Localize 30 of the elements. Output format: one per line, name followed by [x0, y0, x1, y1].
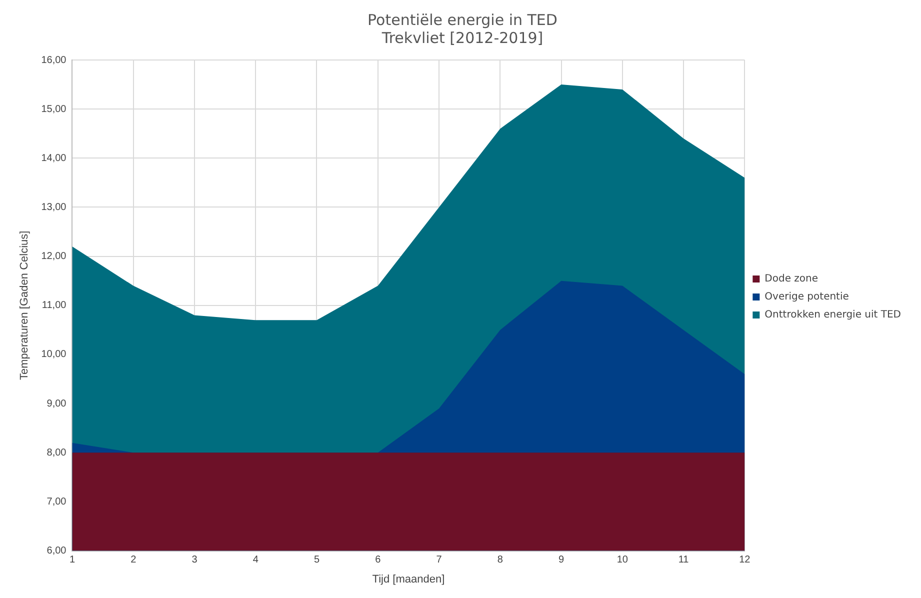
chart-title: Potentiële energie in TED: [368, 10, 558, 29]
x-tick-label: 7: [436, 554, 442, 566]
y-tick-label: 15,00: [41, 104, 67, 115]
x-tick-label: 8: [497, 554, 504, 566]
x-tick-label: 10: [616, 554, 628, 566]
x-tick-label: 1: [69, 554, 76, 566]
legend-label: Onttrokken energie uit TED: [764, 310, 902, 321]
x-tick-label: 11: [678, 554, 690, 566]
x-tick-label: 12: [739, 554, 751, 566]
x-tick-label: 5: [314, 554, 320, 566]
x-axis-title: Tijd [maanden]: [372, 573, 445, 586]
y-tick-label: 7,00: [46, 496, 67, 508]
x-tick-label: 9: [558, 554, 564, 566]
y-tick-label: 16,00: [41, 54, 67, 66]
x-tick-label: 6: [375, 554, 382, 566]
y-tick-label: 6,00: [46, 546, 67, 557]
x-tick-label: 2: [130, 554, 137, 566]
y-tick-label: 12,00: [41, 251, 67, 262]
legend-label: Dode zone: [764, 274, 818, 285]
x-tick-label: 4: [252, 554, 259, 566]
y-tick-label: 11,00: [42, 300, 67, 312]
y-tick-label: 13,00: [41, 202, 67, 213]
legend-label: Overige potentie: [764, 292, 849, 303]
y-tick-label: 9,00: [46, 398, 67, 410]
chart-subtitle: Trekvliet [2012-2019]: [380, 28, 544, 47]
y-tick-label: 8,00: [46, 447, 67, 458]
y-axis-title: Temperaturen [Gaden Celcius]: [18, 230, 31, 380]
y-tick-label: 10,00: [41, 349, 67, 360]
x-tick-label: 3: [192, 554, 198, 566]
y-tick-label: 14,00: [41, 152, 67, 164]
